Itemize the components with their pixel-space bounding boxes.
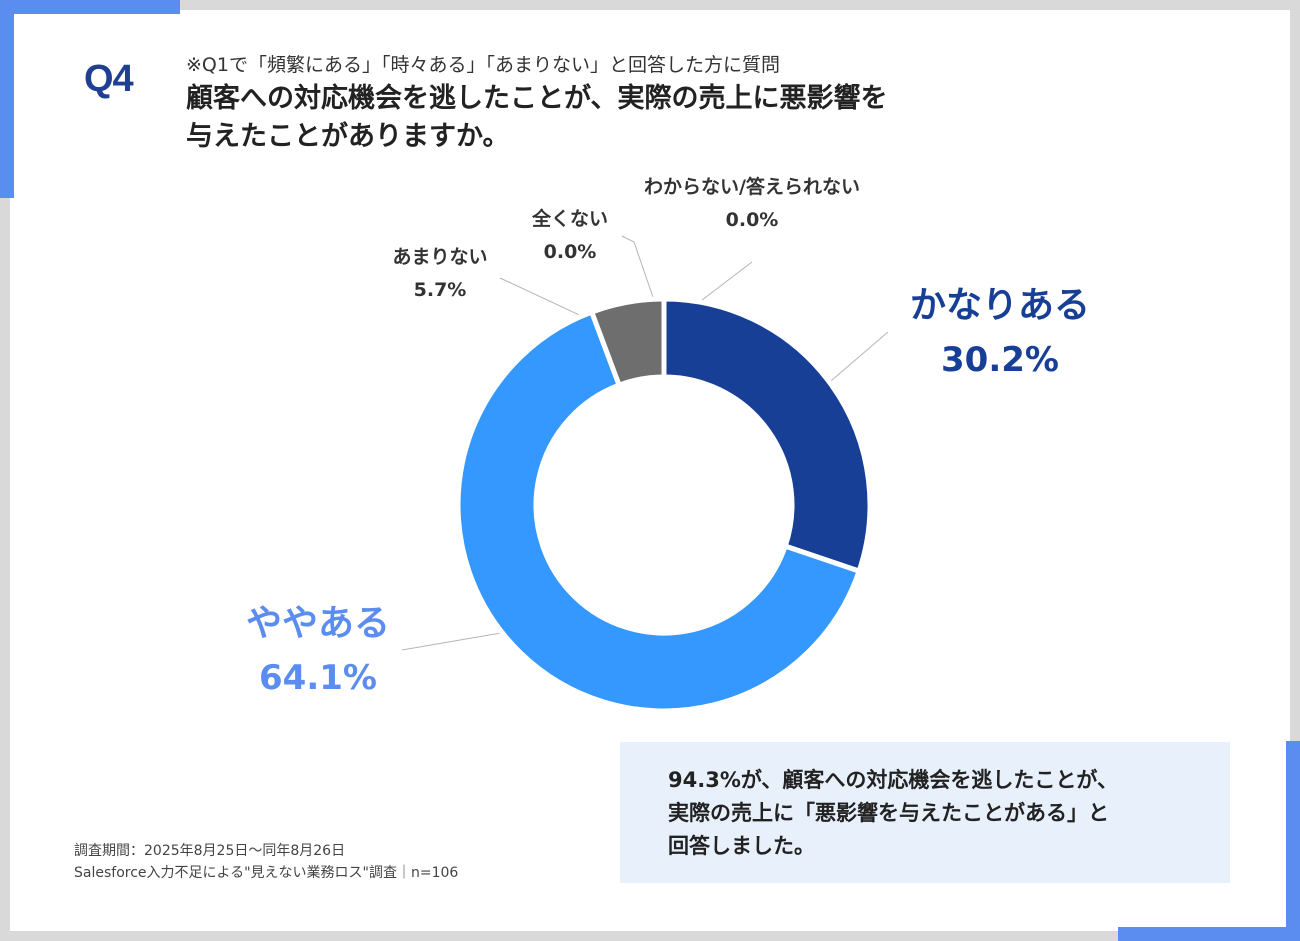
slice-label-kanari-aru: かなりある 30.2% xyxy=(900,276,1100,380)
callout-line1: 94.3%が、顧客への対応機会を逃したことが、 xyxy=(668,768,1119,792)
slice-2 xyxy=(455,308,863,714)
slice-name: ややある xyxy=(245,603,390,644)
accent-bar-bottom-right xyxy=(1118,927,1300,941)
summary-callout: 94.3%が、顧客への対応機会を逃したことが、 実際の売上に「悪影響を与えたこと… xyxy=(620,742,1230,883)
survey-source: Salesforce入力不足による"見えない業務ロス"調査｜n=106 xyxy=(74,865,459,881)
survey-period: 調査期間：2025年8月25日～同年8月26日 xyxy=(74,843,346,859)
slice-value: 5.7% xyxy=(413,279,467,301)
slice-label-amari-nai: あまりない 5.7% xyxy=(370,242,510,301)
slice-3 xyxy=(588,296,667,389)
slice-name: 全くない xyxy=(531,208,608,230)
slice-name: わからない/答えられない xyxy=(644,176,860,198)
accent-bar-right-bottom xyxy=(1286,741,1300,941)
question-title: 顧客への対応機会を逃したことが、実際の売上に悪影響を 与えたことがありますか。 xyxy=(186,80,1066,156)
callout-line2: 実際の売上に「悪影響を与えたことがある」と xyxy=(668,801,1109,825)
question-title-line2: 与えたことがありますか。 xyxy=(186,121,510,152)
callout-line3: 回答しました。 xyxy=(668,834,815,858)
survey-footnote: 調査期間：2025年8月25日～同年8月26日 Salesforce入力不足によ… xyxy=(74,840,458,884)
slice-name: かなりある xyxy=(909,285,1090,326)
slice-label-yaya-aru: ややある 64.1% xyxy=(218,594,418,698)
accent-bar-left-top xyxy=(0,0,14,198)
slice-name: あまりない xyxy=(392,246,488,268)
slice-value: 64.1% xyxy=(259,658,377,698)
question-subtitle: ※Q1で「頻繁にある」「時々ある」「あまりない」と回答した方に質問 xyxy=(186,54,780,76)
slice-value: 0.0% xyxy=(725,209,779,231)
slice-value: 0.0% xyxy=(543,241,597,263)
slice-label-wakaranai: わからない/答えられない 0.0% xyxy=(612,172,892,231)
donut-slices xyxy=(455,296,873,714)
slice-value: 30.2% xyxy=(941,340,1059,380)
accent-bar-top-left xyxy=(0,0,180,14)
slice-label-mattaku-nai: 全くない 0.0% xyxy=(508,204,632,263)
question-number: Q4 xyxy=(84,58,134,100)
question-title-line1: 顧客への対応機会を逃したことが、実際の売上に悪影響を xyxy=(186,83,888,114)
slice-1 xyxy=(661,296,873,575)
